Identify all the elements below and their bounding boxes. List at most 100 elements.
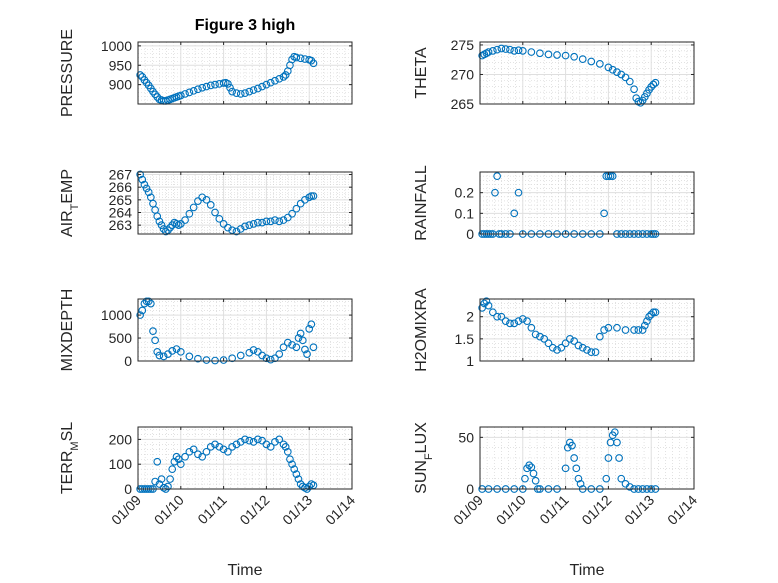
data-point [271,216,279,224]
axes-box [479,426,695,490]
data-point [136,170,144,179]
data-point [493,172,501,180]
data-point [215,214,224,223]
data-point [262,354,271,363]
data-point [651,78,660,87]
data-point [493,312,501,321]
data-point [249,346,258,354]
data-point [613,323,621,332]
data-point [279,216,288,224]
data-point [595,332,604,341]
data-point [613,438,621,447]
axes-box [137,298,353,362]
data-point [275,217,284,226]
data-point [206,442,215,451]
y-tick-label: 265 [451,96,475,112]
data-point [168,465,177,474]
data-point [253,435,262,444]
subplot-rainfall: 0 0.1 0.2 RAINFALL [413,165,695,242]
subplot-theta: 265 270 275 THETA [413,37,695,112]
data-point [151,477,159,486]
data-point [514,317,523,325]
x-tick-label: 01/09 [450,492,486,528]
y-tick-label: 263 [109,217,133,233]
data-point [307,192,316,200]
data-point [525,461,534,470]
data-point [296,329,305,338]
data-point [232,440,241,449]
axes-box [137,41,353,105]
y-tick-label: 265 [109,192,133,208]
data-point [136,71,144,79]
data-point [181,216,189,224]
data-point [506,45,514,54]
data-point [236,90,245,98]
data-point [574,474,583,483]
data-point [157,221,166,229]
axes-box [479,41,695,105]
subplot-pressure: 900 950 1000 PRESSURE [59,29,353,117]
data-point [140,180,149,189]
data-point [181,90,189,98]
data-point [604,63,613,72]
data-point [617,474,626,483]
data-point [202,356,211,364]
data-point [224,79,232,88]
x-tick-label: 01/09 [108,492,144,528]
data-point [232,227,241,236]
data-point [501,317,510,325]
y-tick-label: 100 [109,456,133,472]
data-point [159,352,168,361]
data-point [578,343,587,352]
data-point [176,220,185,228]
data-point [249,220,258,228]
data-point [249,438,258,446]
data-point [621,73,630,82]
data-point [262,80,271,89]
data-point [491,188,499,197]
data-point [518,47,527,55]
x-tick-label: 01/10 [151,492,187,528]
data-point [531,476,540,485]
y-tick-label: 50 [458,429,474,445]
data-point [610,428,619,437]
data-point [591,348,600,356]
y-tick-label: 266 [109,179,133,195]
data-point [574,341,583,350]
data-point [636,98,645,107]
data-point [493,45,501,54]
data-point [518,315,527,323]
data-point [198,83,207,92]
x-axis-label: Time [228,562,263,579]
data-point [176,347,185,356]
data-point [647,310,656,319]
data-point [531,330,540,339]
data-point [484,48,493,56]
data-point [294,334,303,342]
data-point [262,440,271,449]
data-point [224,447,232,456]
data-point [185,352,194,361]
data-point [215,442,224,451]
data-point [578,55,587,63]
data-point [514,46,523,55]
data-point [510,319,519,328]
data-point [253,84,262,93]
data-point [292,53,301,62]
data-point [309,192,318,200]
data-point [506,319,514,328]
data-point [138,175,147,184]
data-point [553,51,561,59]
data-point [202,195,211,204]
y-tick-label: 1000 [101,307,132,323]
axes-box [479,171,695,235]
data-point [497,312,506,321]
data-point [514,188,523,197]
y-tick-label: 1 [466,353,474,369]
data-point [142,184,151,193]
y-tick-label: 270 [451,66,475,82]
data-point [253,218,262,227]
data-point [529,469,538,478]
x-axis-label: Time [570,562,605,579]
y-axis-label: TERRMSL [59,422,81,494]
